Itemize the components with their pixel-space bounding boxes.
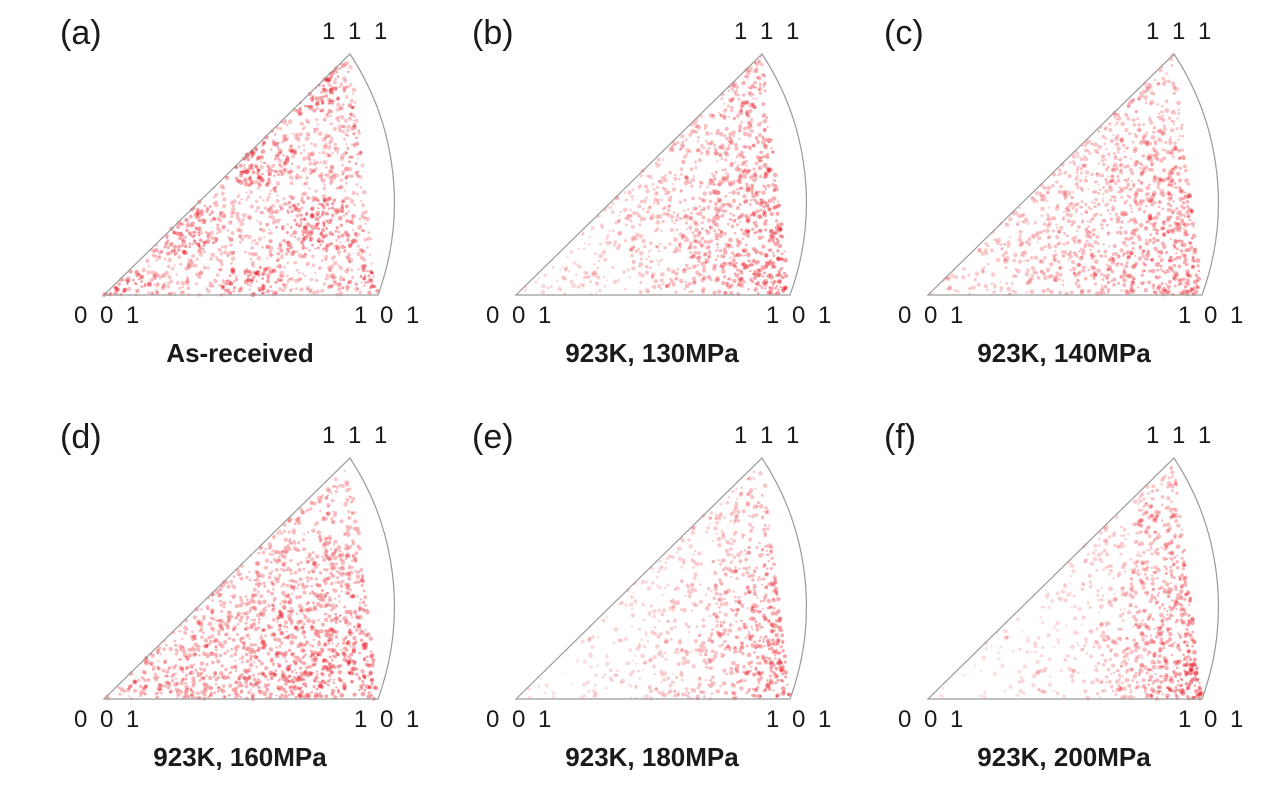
vertex-label-001: 0 0 1 xyxy=(898,302,967,329)
vertex-label-001: 0 0 1 xyxy=(486,302,555,329)
vertex-label-111: 1 1 1 xyxy=(322,422,391,449)
density-texture xyxy=(929,53,1202,297)
density-texture xyxy=(939,465,1204,701)
vertex-label-111: 1 1 1 xyxy=(1146,18,1215,45)
panel-caption-e: 923K, 180MPa xyxy=(565,742,739,772)
panel-label-c: (c) xyxy=(884,14,924,52)
panel-label-d: (d) xyxy=(60,418,102,456)
vertex-label-111: 1 1 1 xyxy=(322,18,391,45)
vertex-label-111: 1 1 1 xyxy=(734,422,803,449)
density-texture xyxy=(518,55,789,297)
vertex-label-101: 1 0 1 xyxy=(354,706,423,733)
inverse-pole-figure-a xyxy=(101,53,395,298)
ipf-panel-e: (e) 1 1 1 0 0 1 1 0 1 923K, 180MPa xyxy=(472,418,872,808)
vertex-label-101: 1 0 1 xyxy=(766,706,835,733)
density-texture xyxy=(527,470,792,701)
vertex-label-111: 1 1 1 xyxy=(1146,422,1215,449)
vertex-label-101: 1 0 1 xyxy=(1178,706,1247,733)
ipf-panel-a: (a) 1 1 1 0 0 1 1 0 1 As-received xyxy=(60,14,460,404)
vertex-label-111: 1 1 1 xyxy=(734,18,803,45)
ipf-triangle-outline xyxy=(514,457,807,700)
panel-label-b: (b) xyxy=(472,14,514,52)
vertex-label-001: 0 0 1 xyxy=(486,706,555,733)
ipf-panel-d: (d) 1 1 1 0 0 1 1 0 1 923K, 160MPa xyxy=(60,418,460,808)
vertex-label-001: 0 0 1 xyxy=(74,706,143,733)
panel-caption-a: As-received xyxy=(166,338,314,368)
ipf-panel-b: (b) 1 1 1 0 0 1 1 0 1 923K, 130MPa xyxy=(472,14,872,404)
panel-caption-f: 923K, 200MPa xyxy=(977,742,1151,772)
ipf-triangle-outline xyxy=(926,457,1219,700)
ipf-triangle-outline xyxy=(102,457,395,700)
inverse-pole-figure-c xyxy=(926,53,1219,297)
panel-label-f: (f) xyxy=(884,418,917,456)
inverse-pole-figure-f xyxy=(926,457,1219,701)
inverse-pole-figure-e xyxy=(514,457,807,701)
ipf-panel-c: (c) 1 1 1 0 0 1 1 0 1 923K, 140MPa xyxy=(884,14,1270,404)
panel-caption-b: 923K, 130MPa xyxy=(565,338,739,368)
vertex-label-001: 0 0 1 xyxy=(898,706,967,733)
density-texture xyxy=(105,470,379,702)
inverse-pole-figure-d xyxy=(102,457,395,702)
ipf-triangle-outline xyxy=(102,53,395,296)
ipf-panel-f: (f) 1 1 1 0 0 1 1 0 1 923K, 200MPa xyxy=(884,418,1270,808)
vertex-label-101: 1 0 1 xyxy=(354,302,423,329)
ipf-triangle-outline xyxy=(926,53,1219,296)
vertex-label-101: 1 0 1 xyxy=(766,302,835,329)
vertex-label-101: 1 0 1 xyxy=(1178,302,1247,329)
panel-caption-c: 923K, 140MPa xyxy=(977,338,1151,368)
vertex-label-001: 0 0 1 xyxy=(74,302,143,329)
panel-label-e: (e) xyxy=(472,418,514,456)
density-texture xyxy=(101,60,380,298)
panel-caption-d: 923K, 160MPa xyxy=(153,742,327,772)
inverse-pole-figure-b xyxy=(514,53,807,297)
panel-label-a: (a) xyxy=(60,14,102,52)
ipf-triangle-outline xyxy=(514,53,807,296)
